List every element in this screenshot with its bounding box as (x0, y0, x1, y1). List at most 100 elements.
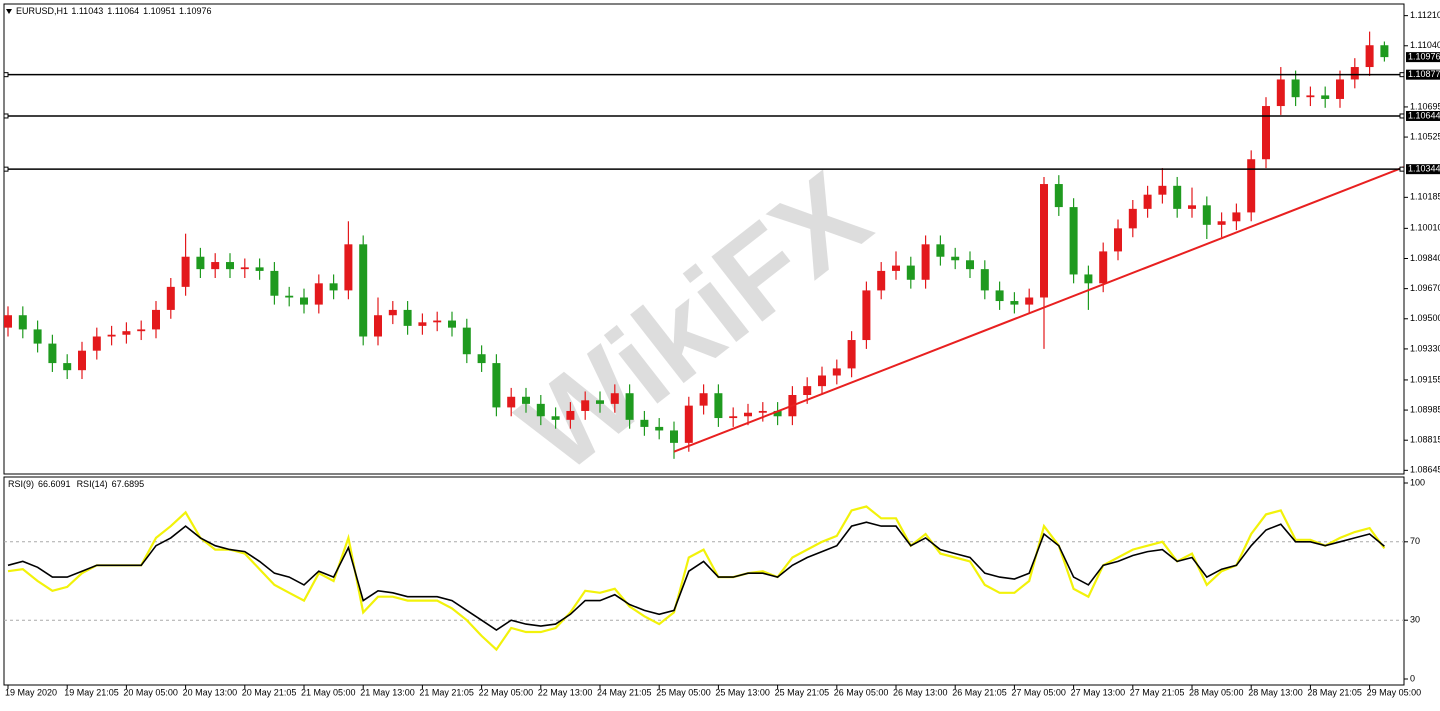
candle-body (1010, 301, 1019, 305)
x-tick-label: 27 May 21:05 (1130, 687, 1185, 697)
candle-body (63, 363, 72, 371)
rsi-tick-label: 70 (1410, 536, 1420, 546)
y-tick-label: 1.09330 (1410, 343, 1440, 353)
x-tick-label: 28 May 21:05 (1307, 687, 1362, 697)
candle-body (832, 368, 841, 376)
rsi-tick-label: 100 (1410, 477, 1425, 487)
rsi-name: RSI(9) (8, 479, 34, 489)
candle-body (1202, 205, 1211, 225)
candle-body (951, 256, 960, 261)
candle-body (1188, 205, 1196, 209)
candle-body (936, 244, 945, 257)
x-tick-label: 21 May 21:05 (419, 687, 474, 697)
candle-body (1247, 159, 1256, 213)
candle-body (1084, 274, 1093, 284)
rsi-line (7, 521, 1385, 631)
trend-line (673, 166, 1404, 453)
price-label: 1.10877 (1408, 69, 1440, 79)
x-tick-label: 24 May 21:05 (597, 687, 652, 697)
candle-body (1114, 228, 1122, 252)
candle-body (1232, 212, 1241, 222)
candle-body (1040, 184, 1048, 298)
candle-body (388, 309, 397, 316)
candle-body (300, 297, 308, 305)
candle-body (551, 416, 560, 420)
y-tick-label: 1.08815 (1410, 435, 1440, 445)
candle-body (1321, 95, 1330, 99)
candle-body (758, 410, 767, 413)
candle-body (1025, 297, 1034, 305)
candle-body (92, 336, 101, 351)
x-tick-label: 20 May 05:00 (123, 687, 178, 697)
price-label-bg (1406, 164, 1440, 175)
price-panel (3, 3, 1405, 475)
candle-body (403, 309, 412, 326)
ohlc-value: 1.11064 (107, 6, 139, 16)
candle-body (1380, 45, 1389, 58)
x-tick-label: 25 May 21:05 (775, 687, 830, 697)
candle-body (995, 290, 1004, 302)
candle-body (255, 267, 264, 271)
y-tick-label: 1.08645 (1410, 465, 1440, 475)
candle-body (1365, 45, 1374, 68)
candle-body (1350, 67, 1359, 80)
y-tick-label: 1.09500 (1410, 313, 1440, 323)
candle-body (329, 283, 338, 291)
current-price-label: 1.10976 (1408, 51, 1440, 61)
rsi-title: RSI(9) 66.6091 RSI(14) 67.6895 (8, 479, 144, 489)
candle-body (1054, 184, 1063, 208)
candle-body (729, 416, 738, 419)
candle-body (1143, 194, 1152, 209)
rsi-tick-label: 0 (1410, 673, 1415, 683)
x-tick-label: 25 May 13:00 (715, 687, 770, 697)
ohlc-value: 1.10951 (143, 6, 176, 16)
price-label-bg (1406, 69, 1440, 80)
candle-body (1158, 185, 1167, 195)
candle-body (773, 410, 782, 417)
candle-body (344, 244, 353, 291)
y-tick-label: 1.11210 (1410, 10, 1440, 20)
candle-body (1128, 208, 1137, 229)
candle-body (744, 412, 752, 417)
ohlc-value: 1.11043 (71, 6, 103, 16)
candle-body (1306, 95, 1315, 98)
candle-body (699, 393, 708, 406)
candle-body (374, 315, 382, 337)
candle-body (862, 290, 871, 341)
candle-body (1173, 185, 1182, 209)
candle-body (684, 405, 693, 443)
candle-body (462, 327, 471, 355)
line-anchor (1399, 72, 1405, 78)
candle-body (921, 244, 930, 280)
candle-body (610, 393, 619, 404)
line-anchor (3, 166, 9, 172)
candle-body (1069, 207, 1078, 275)
x-tick-label: 19 May 2020 (5, 687, 57, 697)
candle-body (152, 309, 160, 330)
candle-body (4, 315, 12, 328)
line-anchor (1399, 166, 1405, 172)
line-anchor (1399, 113, 1405, 119)
candle-body (18, 315, 27, 330)
collapse-arrow (6, 9, 12, 14)
candle-body (48, 343, 57, 364)
line-anchor (3, 72, 9, 78)
candle-body (33, 329, 42, 344)
candle-body (892, 265, 900, 271)
x-tick-label: 27 May 05:00 (1011, 687, 1066, 697)
candle-body (1217, 221, 1226, 225)
candle-body (507, 396, 516, 408)
candle-body (581, 400, 590, 411)
candle-body (166, 286, 175, 310)
rsi-line (7, 505, 1386, 652)
y-tick-label: 1.10185 (1410, 192, 1440, 202)
candle-body (137, 329, 146, 332)
x-tick-label: 21 May 05:00 (301, 687, 356, 697)
candle-body (818, 375, 826, 387)
rsi-tick-label: 30 (1410, 615, 1420, 625)
rsi-value: 66.6091 (38, 479, 71, 489)
price-label-bg (1406, 52, 1440, 63)
price-label: 1.10344 (1408, 164, 1440, 174)
x-tick-label: 29 May 05:00 (1367, 687, 1422, 697)
